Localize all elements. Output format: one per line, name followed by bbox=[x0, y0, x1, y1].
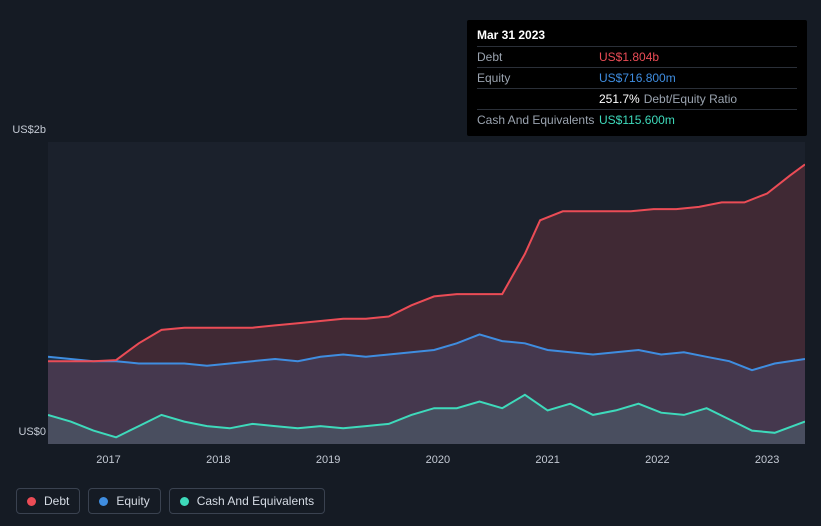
x-axis-label: 2019 bbox=[316, 454, 340, 466]
tooltip-row-label: Debt bbox=[477, 48, 599, 66]
tooltip-row-label: Equity bbox=[477, 69, 599, 87]
tooltip-row-value: 251.7% bbox=[599, 90, 640, 108]
x-axis-label: 2021 bbox=[535, 454, 559, 466]
legend-swatch-icon bbox=[180, 497, 189, 506]
chart-legend: Debt Equity Cash And Equivalents bbox=[16, 488, 325, 514]
tooltip-row: DebtUS$1.804b bbox=[477, 46, 797, 67]
x-axis-label: 2017 bbox=[96, 454, 120, 466]
legend-item-cash-and-equivalents[interactable]: Cash And Equivalents bbox=[169, 488, 325, 514]
y-axis-label-top: US$2b bbox=[12, 124, 46, 136]
tooltip-row-value: US$716.800m bbox=[599, 69, 676, 87]
tooltip-row-value: US$1.804b bbox=[599, 48, 659, 66]
x-axis-label: 2022 bbox=[645, 454, 669, 466]
tooltip-date: Mar 31 2023 bbox=[477, 26, 797, 44]
legend-label: Equity bbox=[116, 494, 149, 508]
legend-swatch-icon bbox=[27, 497, 36, 506]
tooltip-row-suffix: Debt/Equity Ratio bbox=[644, 90, 737, 108]
x-axis-label: 2020 bbox=[426, 454, 450, 466]
legend-swatch-icon bbox=[99, 497, 108, 506]
tooltip-row: 251.7%Debt/Equity Ratio bbox=[477, 88, 797, 109]
y-axis-label-bottom: US$0 bbox=[18, 426, 46, 438]
chart-plot-area[interactable] bbox=[48, 142, 805, 444]
legend-item-debt[interactable]: Debt bbox=[16, 488, 80, 514]
legend-label: Debt bbox=[44, 494, 69, 508]
tooltip-row-label bbox=[477, 90, 599, 108]
x-axis-label: 2018 bbox=[206, 454, 230, 466]
debt-equity-chart: US$2b US$0 2017201820192020202120222023 bbox=[16, 120, 805, 470]
legend-item-equity[interactable]: Equity bbox=[88, 488, 160, 514]
x-axis-label: 2023 bbox=[755, 454, 779, 466]
chart-tooltip: Mar 31 2023 DebtUS$1.804bEquityUS$716.80… bbox=[467, 20, 807, 136]
tooltip-row: EquityUS$716.800m bbox=[477, 67, 797, 88]
legend-label: Cash And Equivalents bbox=[197, 494, 314, 508]
